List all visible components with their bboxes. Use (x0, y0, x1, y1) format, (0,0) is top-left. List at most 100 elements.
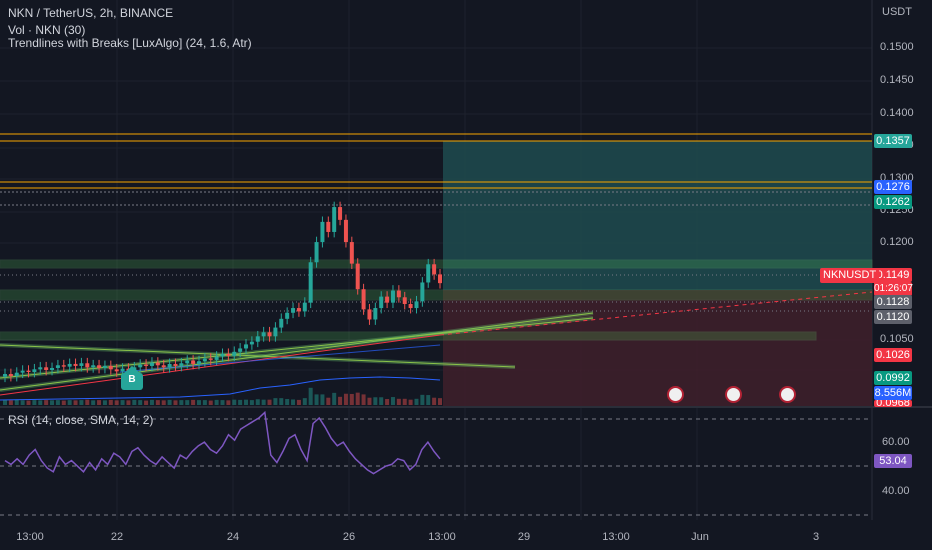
candle-body (85, 363, 90, 368)
indicator-legend[interactable]: Trendlines with Breaks [LuxAlgo] (24, 1.… (8, 36, 252, 50)
candle-body (438, 274, 442, 284)
candle-body (38, 367, 43, 370)
candle-body (396, 290, 401, 298)
volume-bar (20, 400, 25, 405)
volume-bar (291, 399, 296, 405)
candle-body (385, 296, 390, 303)
break-label: B (128, 374, 136, 385)
candle-body (408, 304, 413, 309)
time-tick: 13:00 (16, 531, 44, 543)
volume-bar (67, 400, 72, 405)
candle-body (255, 336, 260, 342)
volume-bar (61, 400, 66, 405)
candle-body (379, 296, 384, 309)
candle-body (273, 327, 278, 337)
candle-body (14, 372, 19, 377)
candle-body (149, 362, 154, 366)
candle-body (55, 365, 60, 368)
volume-bar (244, 399, 249, 405)
rsi-line[interactable] (4, 410, 441, 475)
volume-bar (432, 397, 437, 405)
candle-body (173, 363, 178, 366)
volume-bar (438, 398, 442, 405)
time-tick: 13:00 (602, 531, 630, 543)
volume-bar (420, 394, 425, 405)
candle-body (44, 367, 49, 370)
candle-body (291, 308, 296, 313)
candle-body (238, 348, 243, 352)
us-flag-icon[interactable] (779, 386, 796, 403)
volume-bars (3, 387, 442, 405)
volume-bar (343, 393, 348, 405)
volume-bar (108, 399, 113, 405)
volume-bar (338, 396, 343, 405)
volume-bar (114, 400, 119, 405)
target-zone[interactable] (443, 141, 872, 290)
level-price-tag: 0.1276 (874, 180, 912, 194)
volume-bar (302, 398, 307, 405)
volume-bar (349, 393, 354, 405)
volume-bar (14, 399, 19, 405)
time-tick: Jun (691, 531, 709, 543)
candlesticks[interactable] (3, 201, 442, 383)
price-tick: 0.1500 (880, 41, 914, 53)
volume-bar (55, 400, 60, 405)
candle-body (261, 332, 266, 337)
us-flag-icon[interactable] (667, 386, 684, 403)
candle-body (226, 353, 231, 356)
candle-body (426, 264, 431, 283)
time-tick: 24 (226, 531, 240, 543)
volume-bar (396, 398, 401, 405)
volume-bar (367, 397, 372, 405)
candle-body (402, 297, 407, 305)
volume-bar (261, 399, 266, 405)
volume-bar (226, 400, 231, 405)
volume-bar (379, 397, 384, 405)
volume-bar (408, 399, 413, 405)
level-price-tag: 0.1262 (874, 195, 912, 209)
candle-body (32, 369, 37, 373)
volume-bar (314, 394, 319, 405)
stop-zone[interactable] (443, 290, 872, 406)
candle-body (279, 318, 284, 328)
candle-body (367, 309, 372, 320)
volume-bar (167, 399, 172, 405)
price-tick: 0.1200 (880, 236, 914, 248)
candle-body (244, 344, 249, 349)
time-tick: 13:00 (428, 531, 456, 543)
volume-bar (44, 400, 49, 405)
volume-bar (144, 400, 149, 405)
candle-body (208, 358, 213, 360)
volume-bar (161, 400, 166, 405)
candle-body (349, 242, 354, 264)
volume-bar (426, 395, 431, 405)
volume-bar (279, 398, 284, 405)
volume-bar (102, 400, 107, 405)
volume-bar (38, 400, 43, 405)
volume-bar (202, 400, 207, 405)
countdown-tag: 01:26:07 (874, 282, 913, 296)
horizontal-levels[interactable] (0, 133, 873, 341)
price-tick: 0.1400 (880, 107, 914, 119)
candle-body (155, 362, 160, 366)
volume-bar (238, 399, 243, 405)
volume-bar (85, 399, 90, 405)
candle-body (161, 365, 166, 368)
rsi-value-tag: 53.04 (874, 454, 912, 468)
entry-price-tag: 0.1128 (874, 295, 912, 309)
rsi-legend[interactable]: RSI (14, close, SMA, 14, 2) (8, 413, 154, 427)
candle-body (220, 353, 225, 357)
volume-bar (91, 400, 96, 405)
volume-bar (50, 400, 55, 405)
volume-legend[interactable]: Vol · NKN (30) (8, 23, 86, 37)
volume-bar (214, 399, 219, 405)
candle-body (114, 369, 119, 372)
break-marker[interactable] (121, 366, 143, 390)
volume-bar (267, 399, 272, 405)
last-price-tag: 0.1149 (874, 268, 912, 282)
candle-body (320, 221, 325, 243)
currency-label[interactable]: USDT (882, 6, 912, 18)
us-flag-icon[interactable] (725, 386, 742, 403)
symbol-legend[interactable]: NKN / TetherUS, 2h, BINANCE (8, 6, 174, 20)
